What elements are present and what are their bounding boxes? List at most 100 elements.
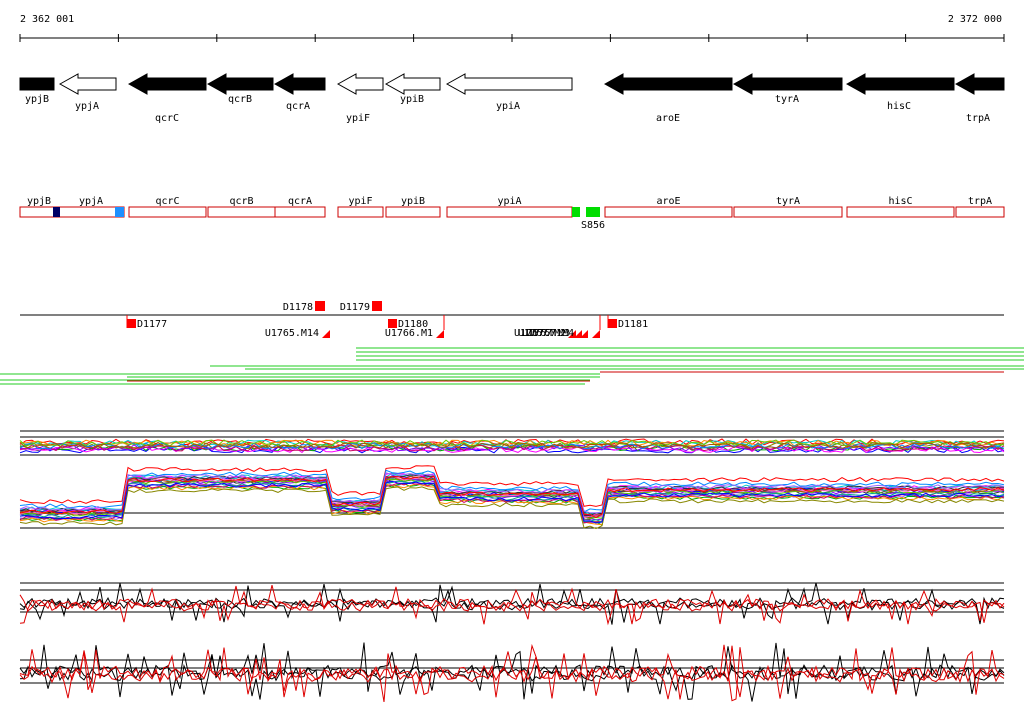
segment-marker-blue — [115, 207, 124, 217]
feature-label-u1766-m1: U1766.M1 — [385, 328, 433, 339]
gene-label-ypia: ypiA — [496, 101, 520, 112]
segment-label-trpa: trpA — [968, 196, 992, 207]
gene-label-tyra: tyrA — [775, 94, 799, 105]
feature-triangle-u1766-m1 — [436, 330, 444, 338]
feature-triangle-u1767-m2 — [574, 330, 582, 338]
segment-box-ypja — [57, 206, 125, 218]
profile-line — [19, 643, 1005, 702]
segment-label-ypja: ypjA — [79, 196, 103, 207]
segment-label-ypib: ypiB — [401, 196, 425, 207]
segment-label-ypif: ypiF — [348, 196, 372, 207]
feature-triangle-u1765-m14 — [322, 330, 330, 338]
segment-label-tyra: tyrA — [776, 196, 800, 207]
profile-line — [19, 644, 1005, 702]
gene-label-trpa: trpA — [966, 113, 990, 124]
segment-box-ypib — [385, 206, 441, 218]
feature-label-u1765-m14: U1765.M14 — [265, 328, 319, 339]
segment-label-qcrb: qcrB — [229, 196, 253, 207]
profile-line — [19, 475, 1005, 519]
profile-lines — [19, 582, 1005, 626]
gene-label-qcrb: qcrB — [228, 94, 252, 105]
profile-line — [19, 442, 1005, 450]
feature-triangle-u1767-m3 — [580, 330, 588, 338]
feature-label-u1767-m2: U1767.M2 — [518, 328, 566, 339]
segment-box-ypif — [337, 206, 384, 218]
feature-label-u1767-m3: U1767.M3 — [522, 328, 570, 339]
feature-track: D1178 D1179 D1177 D1180 D1181 U1765.M14 … — [20, 301, 1004, 339]
segment-box-qcrc — [128, 206, 207, 218]
profile-line — [19, 444, 1005, 452]
feature-label-d1178: D1178 — [283, 302, 313, 313]
gene-arrow-qcrb — [206, 73, 274, 95]
segment-box-trpa — [955, 206, 1005, 218]
segment-label-ypjb: ypjB — [27, 196, 51, 207]
gene-label-qcra: qcrA — [286, 101, 310, 112]
segment-label-hisc: hisC — [888, 196, 912, 207]
profile-line — [19, 441, 1005, 449]
gene-arrow-ypib — [384, 73, 441, 95]
profile-line — [19, 439, 1005, 447]
feature-box-d1181 — [608, 319, 617, 328]
coordinate-ruler: 2 362 001 2 372 000 — [19, 14, 1005, 42]
profile-line — [19, 472, 1005, 514]
gene-arrow-ypja — [58, 73, 117, 95]
profile-line — [19, 582, 1005, 623]
profile-line — [19, 584, 1005, 625]
segment-box-ypia — [446, 206, 573, 218]
segment-label-qcrc: qcrC — [155, 196, 179, 207]
signal-profile-panel-b — [19, 642, 1005, 702]
gene-arrow-tyra — [732, 73, 843, 95]
gene-label-ypja: ypjA — [75, 101, 99, 112]
profile-line — [19, 486, 1005, 530]
feature-label-u1767-m1: U1767.M1 — [514, 328, 562, 339]
ruler-start-label: 2 362 001 — [20, 14, 74, 25]
profile-line — [19, 480, 1005, 524]
profile-line — [19, 585, 1005, 626]
coverage-track — [0, 347, 1024, 385]
gene-track: ypjB ypjA qcrC qcrB qcrA ypiF ypiB ypiA aroE tyrA… — [19, 73, 1005, 124]
segment-box-qcrb — [207, 206, 276, 218]
profile-lines — [19, 642, 1005, 702]
profile-lines — [19, 438, 1005, 530]
signal-profile-panel-a — [19, 582, 1005, 626]
gene-arrow-qcrc — [127, 73, 207, 95]
gene-label-ypjb: ypjB — [25, 94, 49, 105]
segment-label-ypia: ypiA — [497, 196, 521, 207]
feature-label-d1180: D1180 — [398, 319, 428, 330]
ruler-ticks — [19, 34, 1005, 42]
feature-box-d1177 — [127, 319, 136, 328]
segment-track: S856 ypjB ypjA qcrC qcrB qcrA ypiF ypiB ypiA aro… — [19, 196, 1005, 231]
feature-label-d1181: D1181 — [618, 319, 648, 330]
segment-label-aroe: aroE — [656, 196, 680, 207]
gene-arrow-ypif — [336, 73, 384, 95]
gene-label-qcrc: qcrC — [155, 113, 179, 124]
segment-box-aroe — [604, 206, 733, 218]
gene-arrow-ypia — [445, 73, 573, 95]
ruler-end-label: 2 372 000 — [948, 14, 1002, 25]
gene-arrow-trpa — [954, 73, 1005, 95]
profile-line — [19, 465, 1005, 507]
profile-line — [19, 474, 1005, 517]
gene-arrow-hisc — [845, 73, 955, 95]
segment-box-ypjb — [19, 206, 59, 218]
segment-label-qcra: qcrA — [288, 196, 312, 207]
feature-triangle-u1767-m1 — [568, 330, 576, 338]
gene-arrow-qcra — [273, 73, 326, 95]
segment-marker-navy — [53, 207, 60, 217]
feature-triangle-u1767-m4 — [592, 330, 600, 338]
gene-label-aroe: aroE — [656, 113, 680, 124]
segment-marker-label: S856 — [581, 220, 605, 231]
feature-box-d1179 — [372, 301, 382, 311]
segment-box-tyra — [733, 206, 843, 218]
feature-box-d1180 — [388, 319, 397, 328]
gene-label-hisc: hisC — [887, 101, 911, 112]
profile-line — [19, 469, 1005, 513]
gene-arrow-aroe — [603, 73, 733, 95]
segment-marker-green-a — [572, 207, 580, 217]
feature-label-u1767-m4: U1767.M4 — [526, 328, 574, 339]
gene-label-ypib: ypiB — [400, 94, 424, 105]
feature-label-d1179: D1179 — [340, 302, 370, 313]
gene-label-ypif: ypiF — [346, 113, 370, 124]
profile-line — [19, 444, 1005, 452]
